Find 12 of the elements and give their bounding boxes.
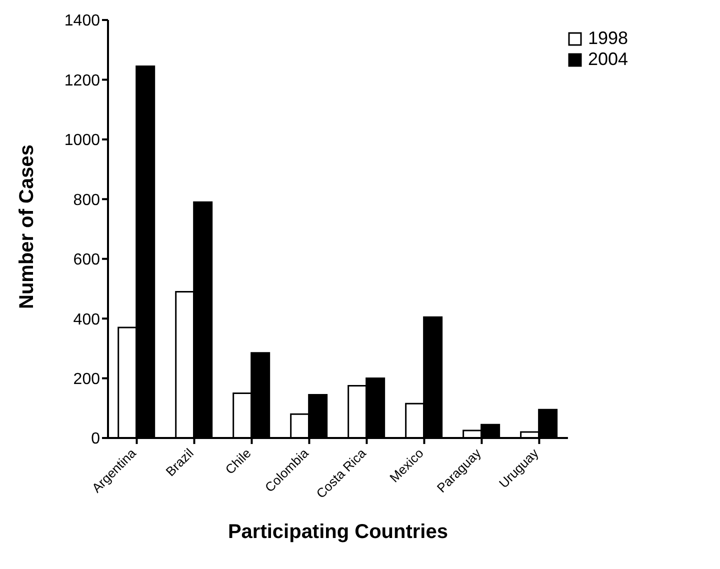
legend-label: 2004 — [588, 49, 628, 70]
y-tick-label: 1400 — [64, 12, 100, 30]
y-tick-label: 800 — [73, 192, 100, 209]
y-tick-label: 400 — [73, 311, 100, 328]
y-tick-label: 200 — [73, 370, 100, 388]
y-tick-label: 1000 — [64, 132, 100, 150]
y-tick-label: 600 — [73, 252, 100, 269]
x-axis-title: Participating Countries — [228, 521, 448, 543]
y-axis-title: Number of Cases — [16, 144, 38, 309]
y-tick-label: 0 — [91, 430, 100, 448]
legend-label: 1998 — [588, 28, 628, 49]
y-tick-label: 1200 — [64, 72, 100, 90]
